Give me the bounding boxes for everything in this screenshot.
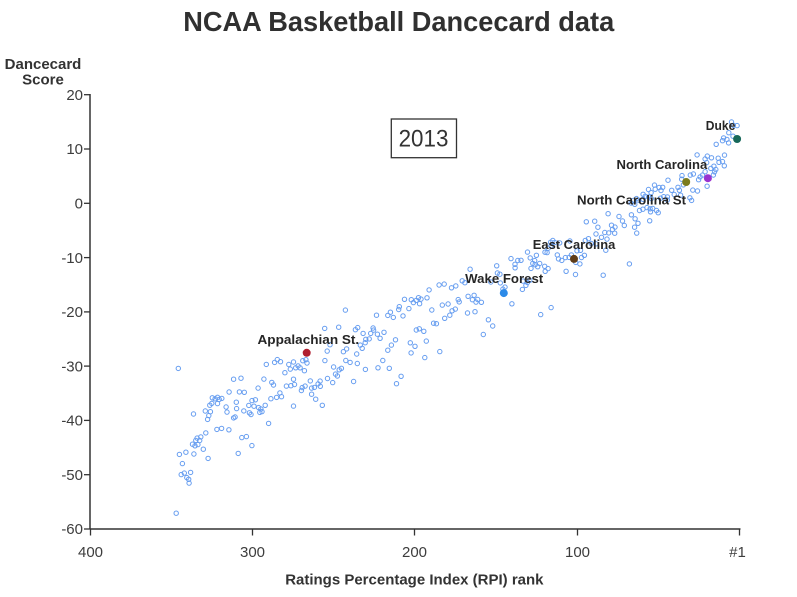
svg-text:Score: Score: [22, 71, 64, 88]
svg-text:-20: -20: [61, 304, 83, 321]
svg-text:North Carolina: North Carolina: [617, 157, 709, 172]
svg-text:Duke: Duke: [706, 118, 736, 133]
svg-text:East Carolina: East Carolina: [533, 237, 616, 252]
svg-text:Dancecard: Dancecard: [5, 56, 82, 73]
svg-text:-10: -10: [61, 250, 83, 267]
svg-text:200: 200: [402, 544, 427, 561]
svg-text:300: 300: [240, 544, 265, 561]
svg-text:400: 400: [78, 544, 103, 561]
svg-text:10: 10: [66, 141, 83, 158]
svg-text:Appalachian St.: Appalachian St.: [258, 332, 360, 347]
svg-text:2013: 2013: [399, 125, 449, 152]
svg-text:100: 100: [565, 544, 590, 561]
svg-text:20: 20: [66, 87, 83, 104]
svg-text:-40: -40: [61, 413, 83, 430]
svg-text:NCAA Basketball Dancecard data: NCAA Basketball Dancecard data: [183, 6, 614, 37]
svg-text:-30: -30: [61, 358, 83, 375]
svg-text:Wake Forest: Wake Forest: [465, 271, 544, 286]
svg-text:-50: -50: [61, 467, 83, 484]
svg-text:Ratings Percentage Index (RPI): Ratings Percentage Index (RPI) rank: [285, 571, 544, 588]
svg-text:0: 0: [75, 196, 83, 213]
svg-text:North Carolina St: North Carolina St: [577, 193, 687, 208]
svg-text:-60: -60: [61, 521, 83, 538]
svg-text:#1: #1: [729, 544, 746, 561]
